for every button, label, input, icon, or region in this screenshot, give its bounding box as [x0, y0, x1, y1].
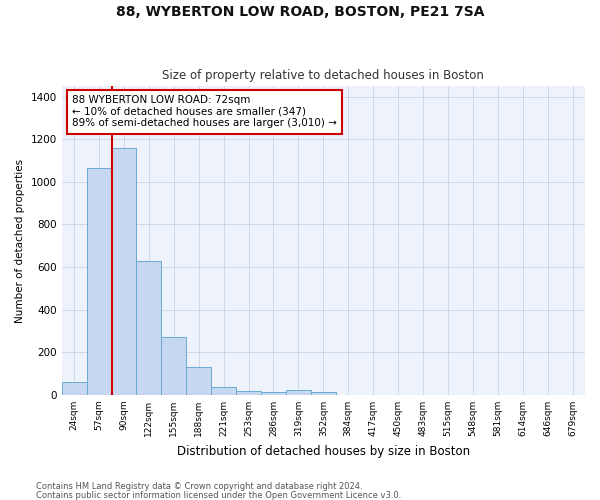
X-axis label: Distribution of detached houses by size in Boston: Distribution of detached houses by size …: [177, 444, 470, 458]
Text: Contains HM Land Registry data © Crown copyright and database right 2024.: Contains HM Land Registry data © Crown c…: [36, 482, 362, 491]
Bar: [261, 392, 286, 395]
Bar: [286, 390, 311, 395]
Bar: [211, 387, 236, 395]
Bar: [186, 367, 211, 395]
Title: Size of property relative to detached houses in Boston: Size of property relative to detached ho…: [163, 69, 484, 82]
Bar: [136, 260, 161, 395]
Bar: [62, 382, 86, 395]
Y-axis label: Number of detached properties: Number of detached properties: [15, 158, 25, 322]
Text: Contains public sector information licensed under the Open Government Licence v3: Contains public sector information licen…: [36, 490, 401, 500]
Text: 88, WYBERTON LOW ROAD, BOSTON, PE21 7SA: 88, WYBERTON LOW ROAD, BOSTON, PE21 7SA: [116, 5, 484, 19]
Bar: [161, 338, 186, 395]
Text: 88 WYBERTON LOW ROAD: 72sqm
← 10% of detached houses are smaller (347)
89% of se: 88 WYBERTON LOW ROAD: 72sqm ← 10% of det…: [72, 95, 337, 128]
Bar: [311, 392, 336, 395]
Bar: [112, 148, 136, 395]
Bar: [86, 168, 112, 395]
Bar: [236, 390, 261, 395]
